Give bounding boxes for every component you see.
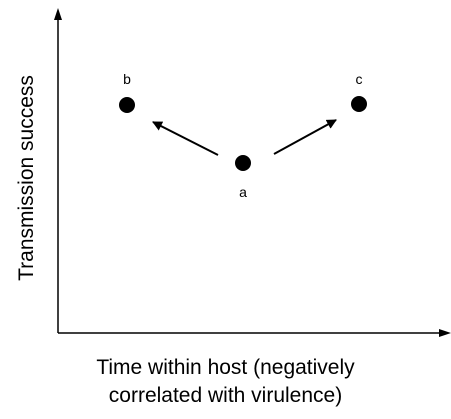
point-c — [351, 96, 367, 112]
x-axis-label-line-1: Time within host (negatively — [96, 356, 355, 379]
point-b — [119, 97, 135, 113]
point-label-b: b — [123, 71, 131, 87]
point-label-c: c — [356, 71, 363, 87]
arrow-a-to-b — [152, 121, 219, 156]
y-axis-arrowhead — [54, 8, 62, 20]
point-a — [235, 155, 251, 171]
arrow-a-to-c — [273, 119, 337, 155]
point-label-a: a — [239, 184, 247, 200]
x-axis-arrowhead — [439, 329, 451, 337]
x-axis-label-line-2: correlated with virulence) — [108, 384, 343, 407]
y-axis-label: Transmission success — [15, 75, 38, 281]
